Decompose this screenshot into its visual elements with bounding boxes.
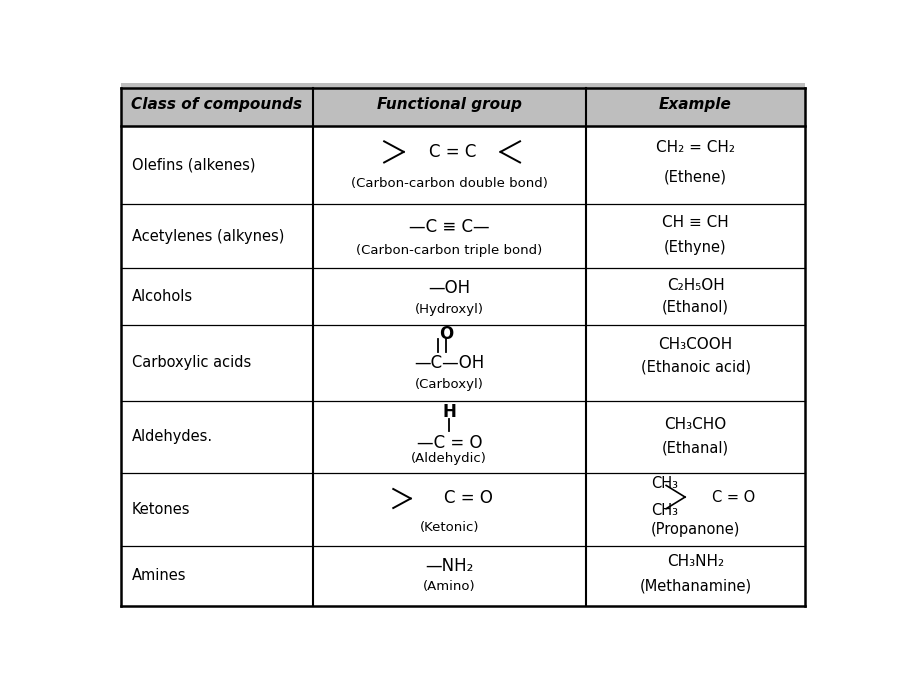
Text: CH₂ = CH₂: CH₂ = CH₂ — [656, 140, 734, 155]
Text: —C—OH: —C—OH — [414, 354, 484, 372]
Text: (Hydroxyl): (Hydroxyl) — [414, 303, 483, 316]
Text: (Carboxyl): (Carboxyl) — [414, 378, 483, 391]
Text: CH ≡ CH: CH ≡ CH — [661, 215, 728, 230]
Text: CH₃: CH₃ — [650, 503, 677, 518]
Text: Olefins (alkenes): Olefins (alkenes) — [132, 158, 256, 173]
Text: Alcohols: Alcohols — [132, 289, 193, 304]
Text: Class of compounds: Class of compounds — [131, 97, 303, 111]
Text: C = O: C = O — [712, 490, 755, 504]
Text: Aldehydes.: Aldehydes. — [132, 429, 213, 444]
Text: —C ≡ C—: —C ≡ C— — [408, 217, 489, 236]
Text: (Ethyne): (Ethyne) — [664, 240, 726, 255]
Text: —C = O: —C = O — [416, 433, 481, 452]
Text: —OH: —OH — [428, 279, 470, 297]
Text: (Carbon-carbon triple bond): (Carbon-carbon triple bond) — [356, 244, 542, 257]
Text: (Amino): (Amino) — [423, 579, 475, 592]
Text: Acetylenes (alkynes): Acetylenes (alkynes) — [132, 228, 284, 244]
Text: CH₃CHO: CH₃CHO — [664, 417, 726, 432]
Text: H: H — [442, 402, 456, 420]
Text: CH₃: CH₃ — [650, 476, 677, 491]
FancyBboxPatch shape — [121, 83, 805, 126]
Text: Functional group: Functional group — [377, 97, 521, 111]
Text: (Ketonic): (Ketonic) — [419, 521, 479, 534]
Text: (Ethanoic acid): (Ethanoic acid) — [640, 359, 749, 374]
Text: CH₃COOH: CH₃COOH — [657, 336, 731, 352]
Text: Ketones: Ketones — [132, 502, 191, 517]
Text: (Ethene): (Ethene) — [664, 169, 726, 184]
Text: (Ethanol): (Ethanol) — [661, 299, 728, 314]
Text: CH₃NH₂: CH₃NH₂ — [666, 555, 723, 570]
Text: (Aldehydic): (Aldehydic) — [411, 452, 487, 465]
Text: C = C: C = C — [429, 143, 476, 161]
Text: —NH₂: —NH₂ — [424, 557, 473, 574]
Text: (Ethanal): (Ethanal) — [661, 440, 729, 455]
Text: (Methanamine): (Methanamine) — [638, 579, 750, 594]
Text: Example: Example — [658, 97, 731, 111]
Text: Carboxylic acids: Carboxylic acids — [132, 356, 251, 370]
Text: (Propanone): (Propanone) — [650, 522, 740, 537]
Text: Amines: Amines — [132, 568, 186, 583]
Text: O: O — [438, 325, 452, 343]
Text: (Carbon-carbon double bond): (Carbon-carbon double bond) — [350, 177, 547, 190]
Text: C = O: C = O — [444, 489, 493, 508]
Text: C₂H₅OH: C₂H₅OH — [666, 277, 723, 292]
